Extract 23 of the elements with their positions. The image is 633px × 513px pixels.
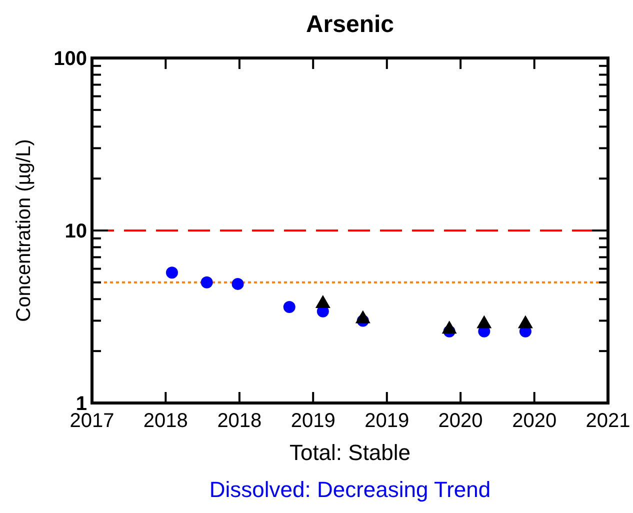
x-tick-label: 2021 xyxy=(586,410,630,432)
x-tick-label: 2018 xyxy=(143,410,188,432)
point xyxy=(476,315,492,328)
chart-title: Arsenic xyxy=(306,11,394,38)
text: Dissolved: Decreasing Trend xyxy=(209,477,491,502)
y-tick-label: 10 xyxy=(64,220,87,242)
point xyxy=(355,310,370,324)
y-axis-title: Concentration (µg/L) xyxy=(13,139,35,322)
x-tick-label: 2017 xyxy=(70,410,114,432)
x-tick-label: 2020 xyxy=(512,410,557,432)
point xyxy=(518,315,533,328)
point xyxy=(283,301,296,314)
text: Total: Stable xyxy=(289,440,411,465)
x-tick-label: 2019 xyxy=(364,410,410,432)
point xyxy=(232,278,244,290)
x-tick-label: 2019 xyxy=(290,410,336,432)
point xyxy=(315,294,330,308)
x-tick-label: 2018 xyxy=(217,410,262,432)
point xyxy=(200,276,213,288)
x-tick-label: 2020 xyxy=(438,410,483,432)
point xyxy=(442,320,457,334)
point xyxy=(166,266,178,279)
y-tick-label: 100 xyxy=(54,48,87,70)
